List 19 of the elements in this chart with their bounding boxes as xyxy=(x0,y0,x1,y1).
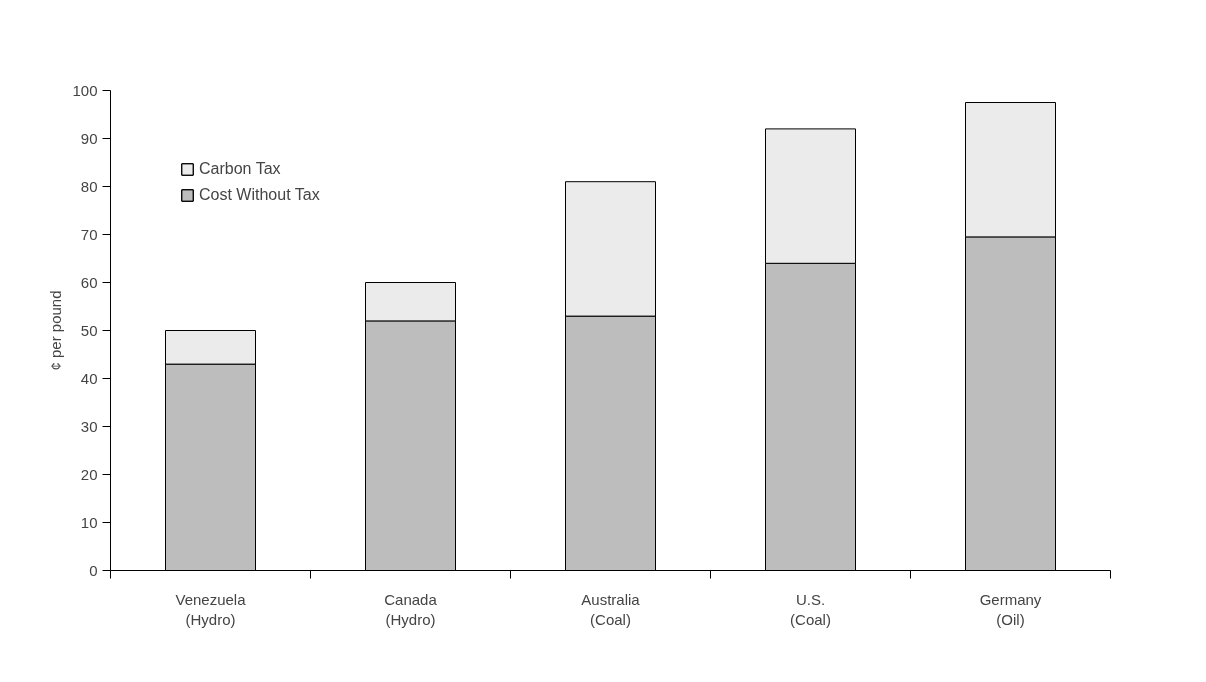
x-tick-label: Venezuela (Hydro) xyxy=(175,590,247,628)
legend-label: Carbon Tax xyxy=(199,160,281,178)
x-tick-label: Australia (Coal) xyxy=(581,590,641,628)
y-tick-label: 90 xyxy=(80,129,98,147)
y-tick-label: 60 xyxy=(80,273,98,291)
y-tick-label: 40 xyxy=(80,369,98,387)
y-axis-title: ¢ per pound xyxy=(47,290,65,371)
x-tick-label: U.S. (Coal) xyxy=(790,590,831,628)
legend-label: Cost Without Tax xyxy=(199,186,320,204)
y-tick-label: 10 xyxy=(80,513,98,531)
y-tick-label: 30 xyxy=(80,417,98,435)
y-tick-label: 80 xyxy=(80,177,98,195)
y-tick-label: 70 xyxy=(80,225,98,243)
y-tick-label: 20 xyxy=(80,465,98,483)
x-tick-label: Canada (Hydro) xyxy=(384,590,438,628)
y-tick-label: 0 xyxy=(89,561,98,579)
x-tick-label: Germany (Oil) xyxy=(979,590,1042,628)
y-tick-label: 100 xyxy=(72,81,98,99)
y-tick-label: 50 xyxy=(80,321,98,339)
